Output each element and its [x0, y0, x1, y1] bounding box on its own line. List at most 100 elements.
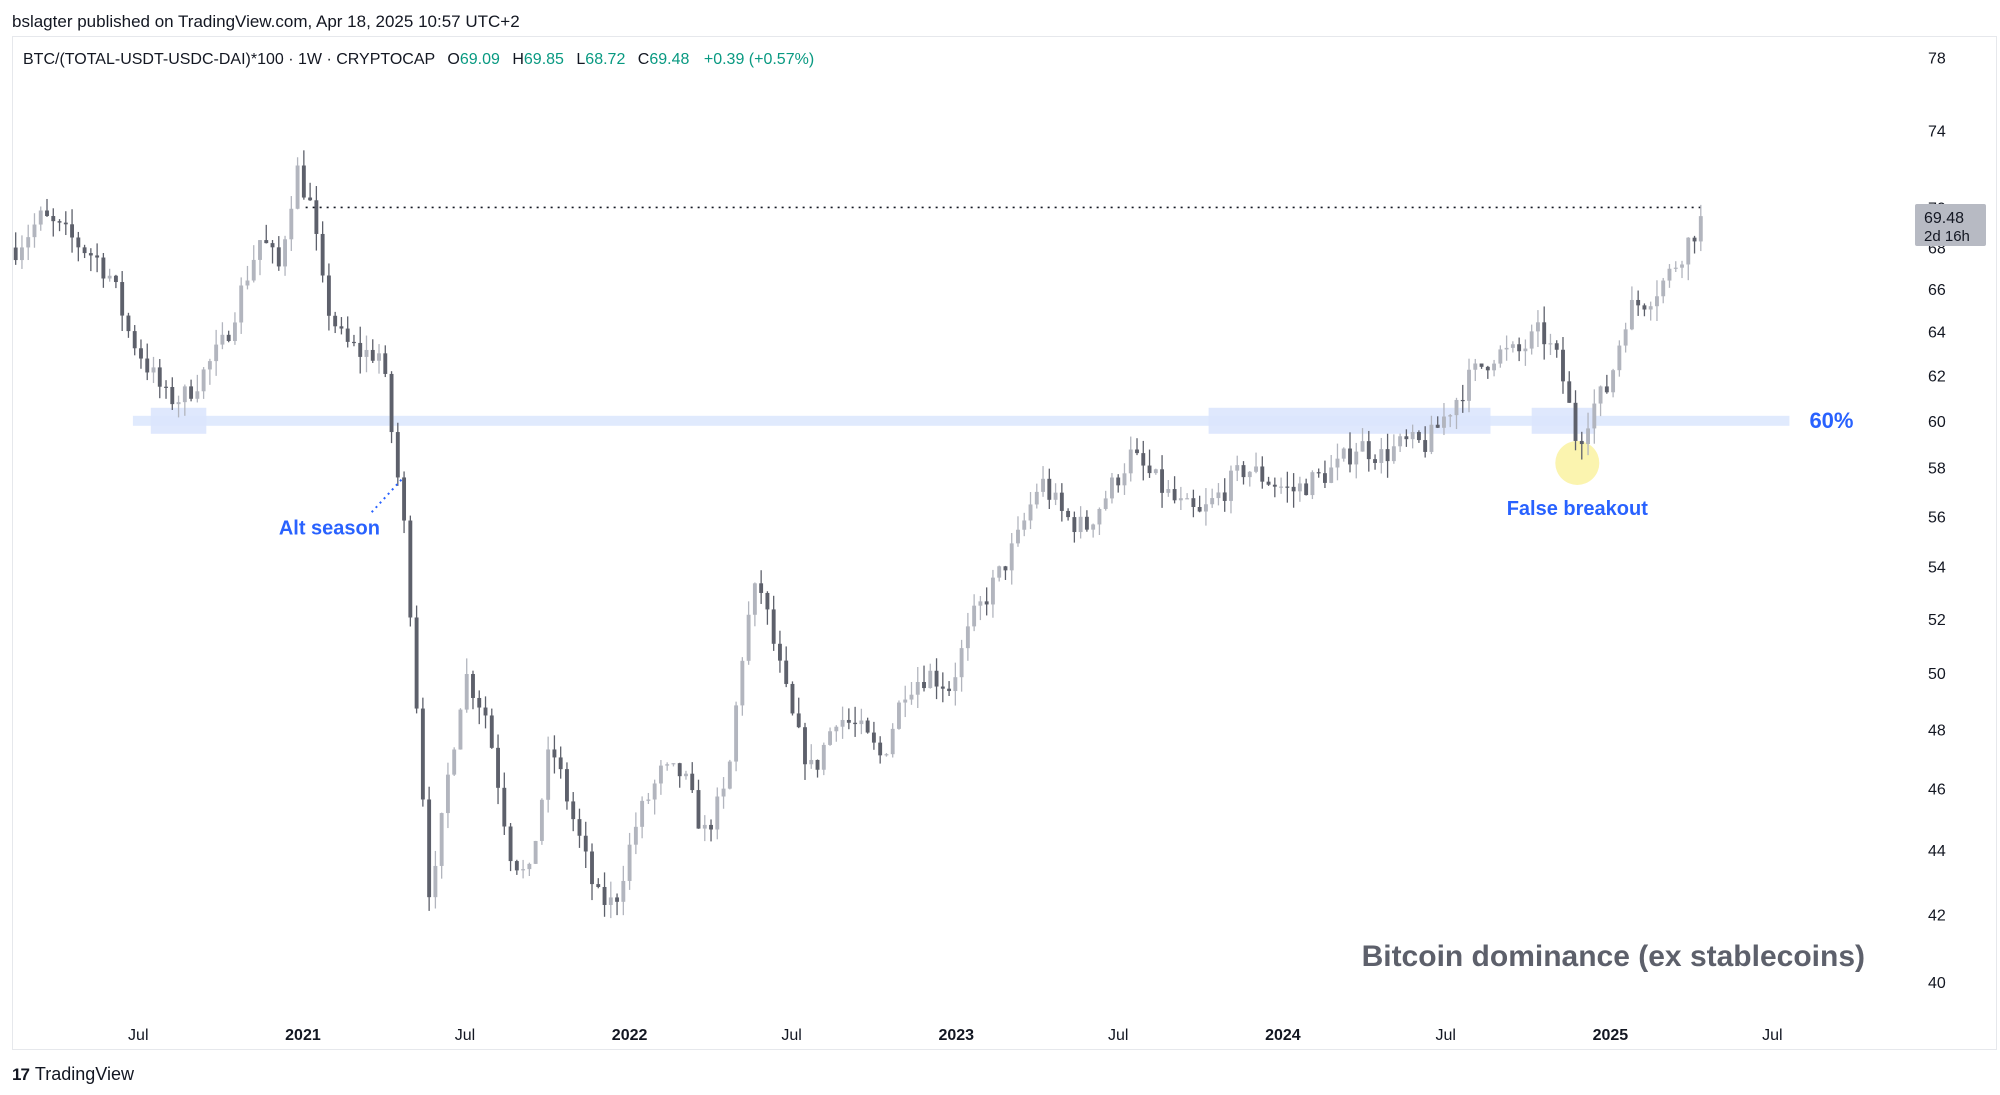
- false-breakout-highlight: [1555, 440, 1600, 485]
- candle: [1379, 437, 1384, 474]
- candle: [1698, 204, 1703, 252]
- y-tick-label: 44: [1928, 843, 1946, 860]
- zone-label-60: 60%: [1809, 408, 1853, 433]
- candle: [1247, 471, 1252, 487]
- legend-l-label: L: [576, 51, 585, 68]
- candle-body: [1567, 381, 1572, 403]
- candle: [132, 325, 137, 356]
- candle-body: [358, 342, 363, 357]
- candle: [164, 380, 168, 399]
- candle: [865, 717, 870, 734]
- candle-body: [464, 674, 469, 710]
- candle: [1360, 428, 1365, 452]
- candle-body: [1535, 322, 1540, 332]
- candle-body: [709, 824, 713, 830]
- candle-body: [20, 247, 24, 261]
- candle-body: [915, 682, 920, 695]
- candle: [539, 798, 544, 845]
- candle: [496, 734, 500, 805]
- candle: [320, 221, 325, 283]
- candle-body: [1329, 467, 1334, 483]
- y-tick-label: 54: [1928, 560, 1946, 577]
- candle: [1561, 337, 1565, 394]
- candle: [828, 727, 832, 746]
- candle: [1604, 374, 1609, 394]
- candle: [615, 893, 620, 916]
- candle-body: [377, 353, 381, 361]
- candle-body: [897, 702, 901, 729]
- candle: [583, 821, 588, 869]
- candle-body: [1072, 517, 1077, 533]
- candle: [565, 762, 569, 810]
- candle-body: [558, 757, 563, 770]
- candle: [953, 662, 958, 706]
- y-tick-label: 40: [1928, 975, 1946, 992]
- candle: [101, 253, 106, 288]
- candle: [502, 772, 507, 835]
- candle: [602, 872, 607, 917]
- candle-body: [76, 237, 81, 248]
- candle: [859, 708, 864, 735]
- candle-body: [1116, 477, 1121, 486]
- candle-body: [182, 386, 187, 403]
- candle: [1435, 416, 1440, 429]
- candle: [1510, 341, 1515, 353]
- legend-l-value: 68.72: [585, 51, 625, 68]
- candle-body: [596, 884, 601, 887]
- candle: [113, 274, 118, 289]
- candle-body: [214, 344, 219, 362]
- candle-body: [176, 402, 181, 405]
- candle: [1141, 440, 1146, 481]
- candle-body: [752, 583, 757, 615]
- candle-body: [665, 764, 670, 766]
- candle: [370, 339, 375, 364]
- candle: [508, 823, 513, 872]
- candle-body: [1191, 498, 1196, 508]
- candle: [1523, 339, 1528, 366]
- candle: [897, 700, 901, 730]
- candle-body: [1110, 477, 1114, 499]
- candle: [684, 770, 688, 780]
- candle: [777, 630, 782, 673]
- candle-body: [884, 754, 889, 756]
- candle-body: [1009, 543, 1014, 571]
- candle: [909, 682, 914, 705]
- candle: [1573, 390, 1578, 451]
- candle-body: [521, 869, 526, 871]
- candle: [1297, 476, 1302, 502]
- candle: [1147, 449, 1152, 478]
- candle: [608, 881, 613, 919]
- candle-body: [1592, 403, 1597, 429]
- candle-body: [997, 566, 1002, 578]
- candle: [959, 639, 964, 692]
- candle-body: [1561, 349, 1565, 382]
- candle: [76, 231, 81, 262]
- candle: [878, 736, 883, 764]
- candle-body: [846, 719, 851, 723]
- candle: [840, 706, 845, 739]
- candle: [590, 843, 594, 901]
- candle-body: [1629, 299, 1634, 330]
- support-zones: [132, 407, 1790, 434]
- candle-body: [1435, 424, 1440, 428]
- candle-body: [32, 224, 37, 238]
- x-tick-label: 2025: [1593, 1027, 1629, 1044]
- candle-body: [571, 801, 576, 820]
- candle-body: [251, 259, 256, 281]
- candle: [1442, 402, 1446, 436]
- candle-body: [189, 386, 194, 399]
- candle: [333, 311, 338, 334]
- candle-body: [1410, 432, 1415, 440]
- candle-body: [740, 660, 745, 706]
- candle: [471, 670, 475, 710]
- candle: [734, 701, 739, 772]
- candle: [63, 211, 68, 236]
- candle: [1348, 432, 1352, 473]
- candle: [1053, 483, 1058, 506]
- candle-body: [51, 216, 56, 222]
- candle: [1535, 310, 1540, 348]
- candle: [1210, 488, 1215, 508]
- candle-body: [1053, 492, 1058, 500]
- footer[interactable]: 17 TradingView: [12, 1064, 134, 1085]
